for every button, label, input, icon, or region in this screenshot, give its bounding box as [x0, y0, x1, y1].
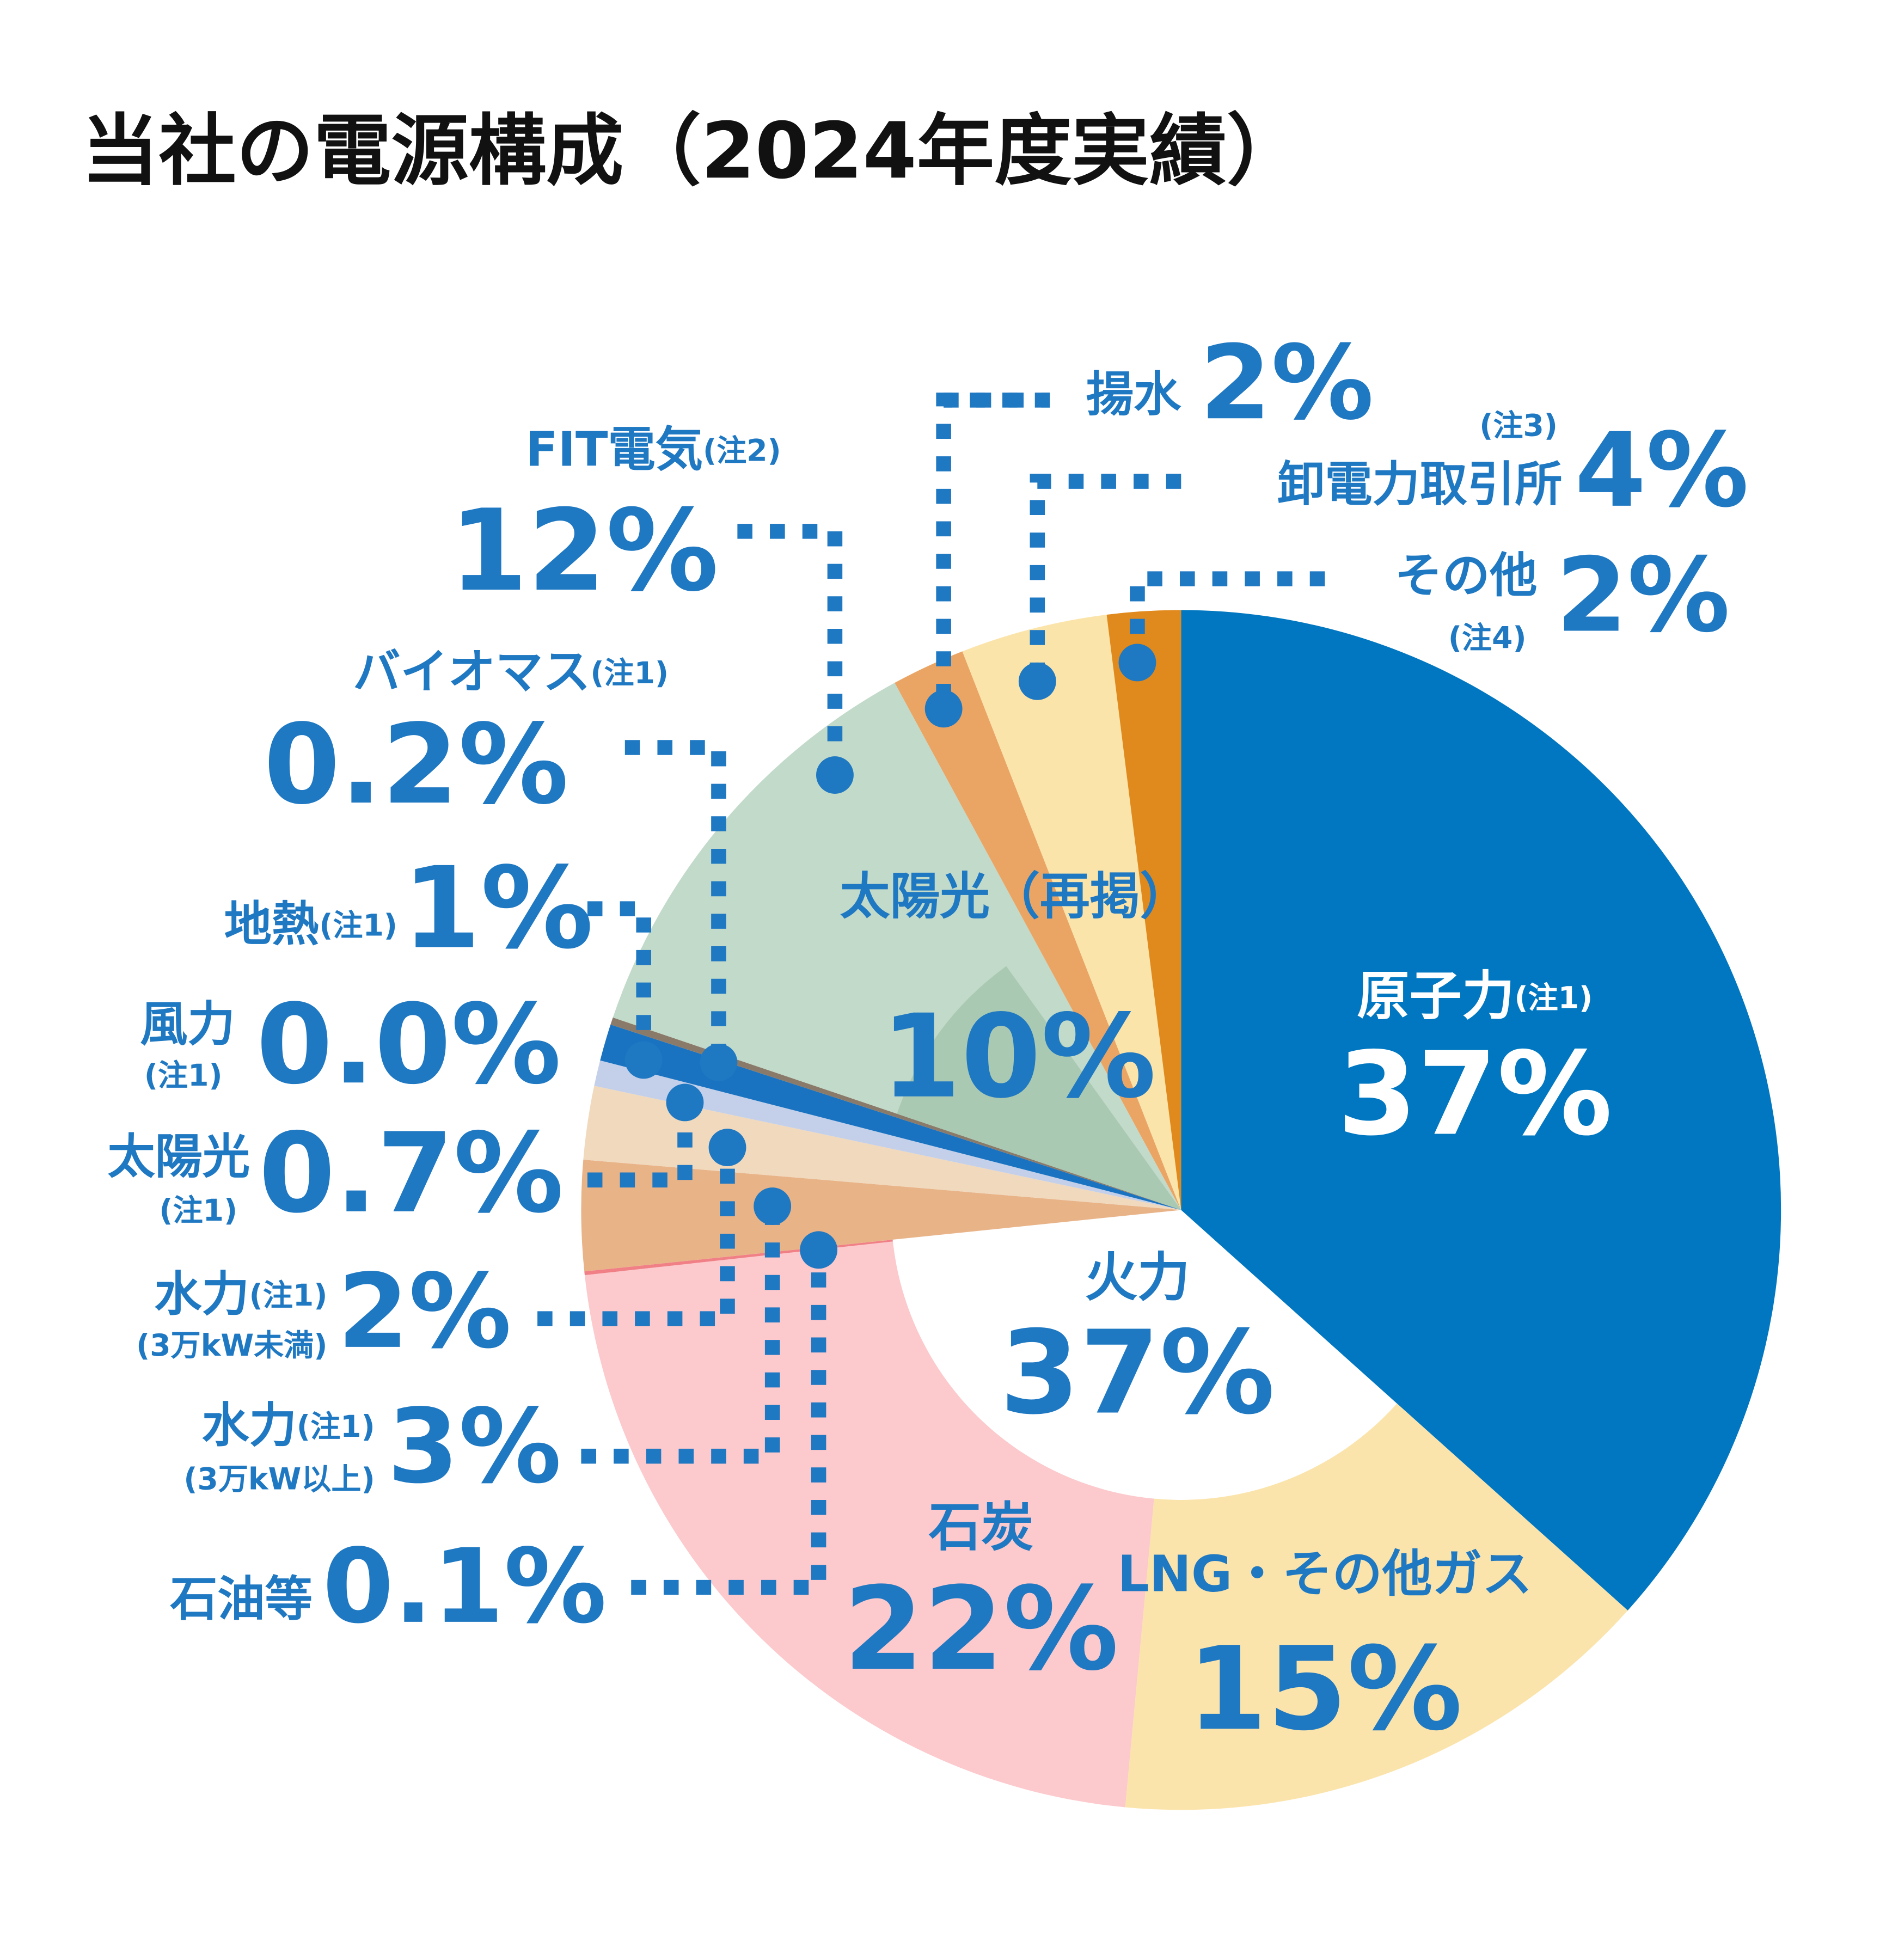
pie-slice [1125, 1403, 1628, 1810]
pie-slice [1106, 610, 1181, 1210]
note: (注4) [1448, 621, 1527, 656]
category-name: 地熱 [224, 897, 319, 952]
category-name: 水力 [201, 1398, 296, 1453]
pie-slice [962, 615, 1181, 1210]
group-name: 火力 [1085, 1247, 1190, 1308]
note: (注1) [319, 908, 397, 943]
slice-label: 太陽光 [107, 1129, 250, 1184]
note: (注2) [703, 433, 781, 468]
leader-lines [537, 393, 1325, 1595]
note: (注3) [1479, 408, 1558, 443]
value-label: 0.7% [259, 1109, 564, 1238]
value-label: 3% [388, 1387, 562, 1506]
slice-label: 石油等 [170, 1571, 313, 1627]
note: (注1) [590, 656, 669, 690]
pie-slice [610, 1017, 1181, 1210]
slice-label: 風力 [140, 996, 235, 1052]
value-label: 0.0% [256, 980, 561, 1108]
slice-label: 石炭 [929, 1497, 1034, 1558]
value-label: 4% [1575, 411, 1749, 530]
category-name: LNG・その他ガス [1118, 1545, 1533, 1603]
slice-label: 揚水 [1086, 366, 1181, 422]
value-label: 1% [402, 843, 593, 974]
category-name: 太陽光 [107, 1129, 250, 1184]
category-name: 水力 [154, 1266, 249, 1322]
category-name: 原子力 [1357, 966, 1514, 1027]
category-name: 揚水 [1086, 366, 1181, 422]
category-name: 石炭 [929, 1497, 1034, 1558]
note: (注1) [297, 1409, 375, 1444]
slice-label: 卸電力取引所 [1277, 456, 1562, 512]
sublabel: (3万kW以上) [183, 1462, 375, 1497]
slice-label: FIT電気(注2) [525, 421, 781, 477]
pie-slice [583, 1086, 1181, 1210]
value-label: 2% [338, 1252, 512, 1371]
pie-slice [584, 1241, 1154, 1808]
chart-title: 当社の電源構成（2024年度実績） [81, 106, 1304, 196]
reprint-value: 10% [881, 990, 1156, 1124]
note: (注1) [249, 1278, 328, 1313]
reprint-name-text: 太陽光（再掲） [840, 867, 1190, 926]
value-label: 12% [449, 485, 719, 616]
slice-label: 水力(注1) [201, 1398, 375, 1453]
sublabel: (3万kW未満) [136, 1328, 327, 1363]
value-label: 15% [1187, 1622, 1463, 1756]
pie-slice [895, 651, 1181, 1210]
pie-slice [1181, 610, 1781, 1610]
value-label: 2% [1556, 536, 1730, 655]
value-label: 22% [843, 1562, 1118, 1696]
slice-label: 水力(注1) [154, 1266, 327, 1322]
pie-slice [594, 1060, 1181, 1210]
category-name: 石油等 [170, 1571, 313, 1627]
pie-slice [600, 1024, 1181, 1210]
slice-label: バイオマス(注1) [353, 644, 669, 700]
group-value: 37% [1000, 1306, 1275, 1440]
slice-label: その他 [1395, 548, 1538, 603]
category-name: バイオマス [353, 644, 590, 700]
slice-label: 原子力(注1) [1357, 966, 1593, 1027]
category-name: 風力 [140, 996, 235, 1052]
category-name: FIT電気 [525, 421, 703, 477]
slice-label: 地熱(注1) [224, 897, 397, 952]
reprint-slice [897, 966, 1181, 1210]
note: (注1) [159, 1193, 237, 1228]
reprint-name: 太陽光（再掲） [840, 867, 1190, 926]
category-name: 卸電力取引所 [1277, 456, 1562, 512]
note: (注1) [144, 1058, 223, 1093]
value-label: 0.2% [264, 700, 568, 829]
note: (注1) [1514, 981, 1593, 1015]
slice-label: LNG・その他ガス [1118, 1545, 1533, 1603]
value-label: 2% [1200, 323, 1374, 443]
value-label: 0.1% [322, 1527, 607, 1646]
category-name: その他 [1395, 548, 1538, 603]
value-label: 37% [1337, 1027, 1613, 1161]
